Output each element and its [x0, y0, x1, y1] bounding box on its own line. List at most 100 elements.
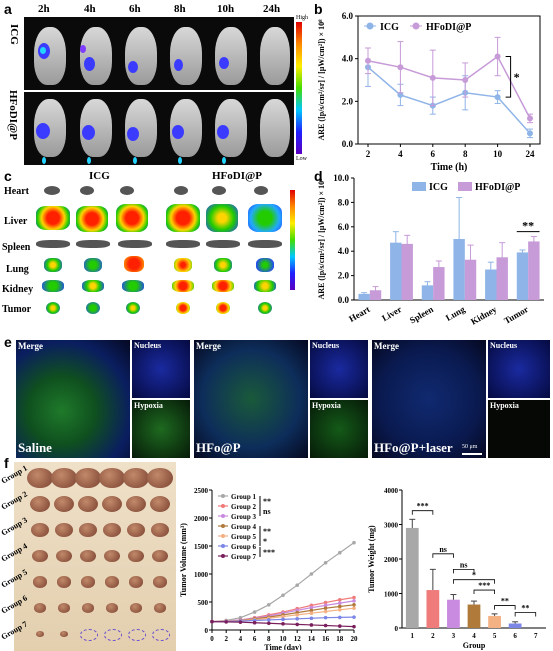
significance-mark: ** — [501, 597, 509, 606]
legend-label-0: ICG — [380, 22, 399, 33]
tumor-sample — [34, 603, 46, 613]
significance-bracket — [473, 589, 495, 595]
y-tick-label: 2000 — [384, 556, 399, 564]
group-label-4: Group 4 — [0, 541, 29, 564]
organ-lung: Lung — [6, 264, 29, 275]
x-tick-label: 10 — [280, 635, 288, 643]
data-point — [309, 605, 314, 610]
data-point — [281, 614, 285, 619]
x-tick-label: 12 — [294, 635, 302, 643]
x-axis-label: Group — [463, 641, 486, 650]
bar — [516, 252, 529, 300]
panel-b-label: b — [314, 1, 323, 17]
x-tick-label: 8 — [463, 149, 468, 159]
x-tick-label: Kidney — [469, 304, 499, 327]
x-tick-label: 20 — [351, 635, 359, 643]
legend-swatch-1 — [458, 182, 472, 191]
x-tick-label: 2 — [431, 632, 435, 640]
bar — [401, 243, 413, 300]
data-point — [309, 616, 314, 621]
data-point — [494, 53, 501, 60]
bar — [369, 290, 382, 300]
tumor-weight-bar-chart: 0 1000 2000 3000 4000 Tumor Weight (mg) Group 1… — [367, 487, 546, 650]
legend-label-5: Group 6 — [231, 543, 256, 551]
x-tick-label: Tumor — [502, 304, 530, 326]
y-tick-label: 6.0 — [342, 11, 354, 21]
x-tick-label: 2 — [366, 149, 371, 159]
legend-label-3: Group 4 — [231, 523, 256, 531]
data-point — [352, 599, 356, 603]
x-tick-label: Liver — [380, 304, 403, 323]
y-tick-label: 2.0 — [338, 271, 350, 281]
group-label-2: Group 2 — [0, 489, 29, 512]
tumor-sample — [106, 603, 118, 613]
tumor-sample — [36, 630, 44, 638]
x-tick-label: 18 — [336, 635, 344, 643]
significance-mark: ** — [263, 527, 271, 536]
data-point — [352, 615, 356, 619]
nucleus-image-saline: Nucleus — [132, 340, 190, 398]
tumor-sample — [79, 522, 97, 538]
tumor-sample — [129, 576, 143, 588]
tumor-sample — [32, 549, 48, 563]
bar — [358, 293, 370, 300]
data-point — [281, 617, 285, 622]
y-tick-label: 3000 — [384, 522, 399, 530]
bar — [485, 269, 497, 300]
x-tick-label: 24 — [526, 149, 536, 159]
bar — [426, 590, 440, 628]
x-tick-label: 7 — [534, 632, 538, 640]
y-tick-label: 2000 — [194, 515, 209, 523]
tumor-sample — [147, 467, 173, 489]
significance-bracket — [494, 605, 516, 610]
significance-bracket — [411, 510, 434, 515]
tumor-sample — [151, 522, 169, 538]
bar — [421, 285, 434, 300]
tumor-group-labels: Group 1 Group 2 Group 3 Group 4 Group 5 … — [0, 462, 40, 651]
colorbar-a — [296, 22, 302, 154]
x-axis-label: Time (day) — [264, 643, 302, 650]
data-point — [462, 77, 469, 83]
data-point — [252, 620, 257, 625]
y-tick-label: 1000 — [384, 591, 399, 599]
tumor-photo — [14, 462, 176, 651]
y-tick-label: 0 — [205, 627, 209, 635]
significance-bracket — [453, 568, 475, 574]
panel-e-label: e — [4, 334, 12, 350]
merge-label-hfop: Merge — [196, 341, 221, 351]
merge-label-hfop-laser: Merge — [374, 341, 399, 351]
data-point — [352, 595, 356, 600]
data-point — [323, 609, 328, 614]
significance-mark: ** — [521, 603, 529, 612]
x-tick-label: 6 — [513, 632, 517, 640]
y-tick-label: 1500 — [194, 543, 209, 551]
x-tick-label: 5 — [493, 632, 497, 640]
y-axis-label: ARE ([p/s/cm²/sr] / [μW/cm²]) × 10⁸ — [317, 178, 326, 300]
y-tick-label: 0.0 — [342, 139, 354, 149]
tumor-sample — [154, 603, 166, 613]
tumor-sample — [126, 496, 146, 512]
bar — [433, 267, 445, 300]
panel-f-label: f — [4, 455, 9, 471]
data-point — [309, 608, 314, 613]
data-point — [267, 603, 271, 607]
data-point — [352, 624, 356, 629]
significance-mark: ** — [263, 497, 271, 506]
legend-marker-4 — [221, 534, 225, 538]
legend-label-2: Group 3 — [231, 513, 256, 521]
legend-label-1: Group 2 — [231, 503, 256, 511]
tumor-sample — [128, 549, 144, 563]
data-point — [323, 623, 328, 628]
bar — [464, 259, 477, 300]
data-point — [210, 619, 214, 624]
bar — [405, 527, 419, 628]
tumor-sample — [99, 467, 125, 489]
y-tick-label: 8.0 — [338, 197, 350, 207]
scale-high: High — [296, 15, 308, 21]
legend-marker-2 — [221, 514, 225, 518]
ivis-image-grid — [24, 17, 294, 165]
x-tick-label: 4 — [472, 632, 476, 640]
group-name-hfop-laser: HFo@P+laser — [374, 440, 453, 455]
legend-label-4: Group 5 — [231, 533, 256, 541]
panel-a-time-labels: 2h 4h 6h 8h 10h 24h — [22, 3, 292, 17]
